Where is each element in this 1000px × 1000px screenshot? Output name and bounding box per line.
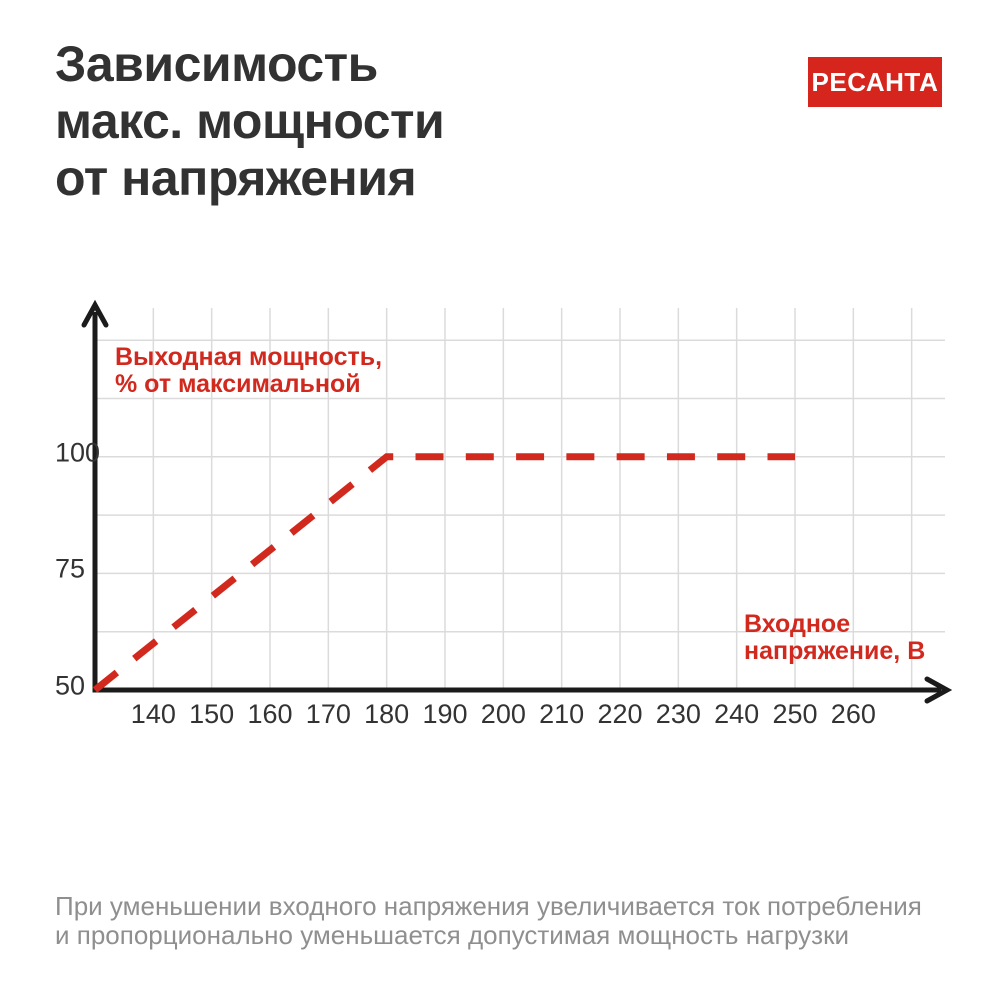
- page-title-line: от напряжения: [55, 150, 417, 206]
- y-axis-label: Выходная мощность, % от максимальной: [115, 344, 382, 398]
- x-axis-label-line: Входное: [744, 610, 851, 638]
- x-axis-label-line: напряжение, В: [744, 637, 926, 665]
- y-axis-arrow-icon: [81, 299, 109, 328]
- footnote-line: При уменьшении входного напряжения увели…: [55, 891, 922, 921]
- x-axis-label: Входное напряжение, В: [744, 611, 925, 665]
- footnote: При уменьшении входного напряжения увели…: [55, 892, 922, 950]
- page-title: Зависимость макс. мощности от напряжения: [55, 36, 445, 207]
- y-axis-label-line: Выходная мощность,: [115, 343, 383, 371]
- page-title-line: Зависимость: [55, 36, 378, 92]
- data-line-output-power-percent: [92, 453, 795, 693]
- y-axis-label-line: % от максимальной: [115, 370, 361, 398]
- x-axis-arrow-icon: [924, 676, 953, 704]
- page-title-line: макс. мощности: [55, 93, 445, 149]
- brand-logo-text: РЕСАНТА: [811, 66, 939, 97]
- footnote-line: и пропорционально уменьшается допустимая…: [55, 920, 849, 950]
- brand-logo: РЕСАНТА: [808, 57, 942, 107]
